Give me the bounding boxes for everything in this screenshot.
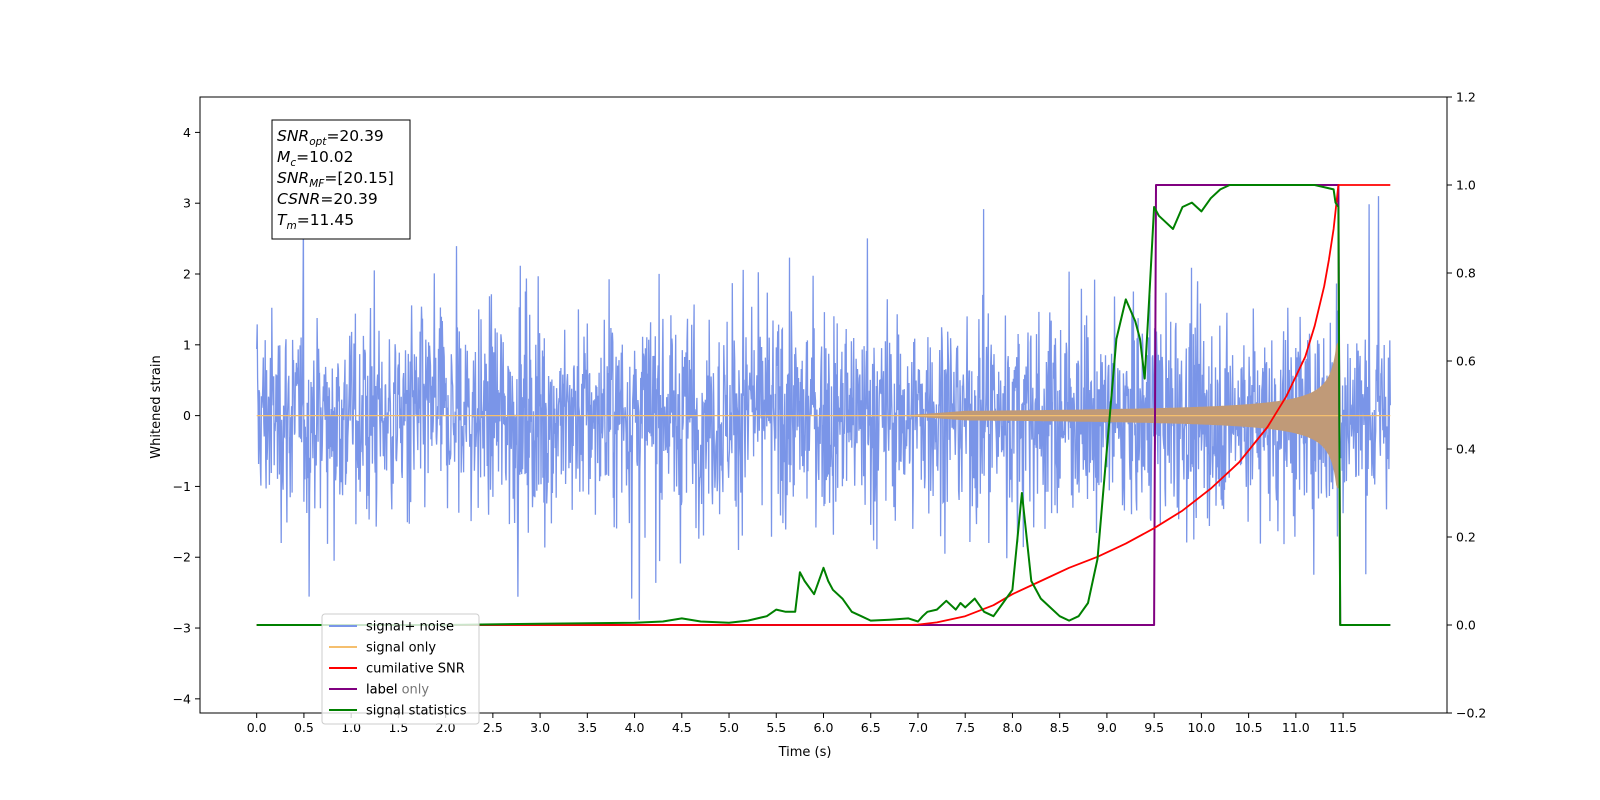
y2-tick-label: 0.8	[1456, 266, 1476, 281]
y-tick-label: 2	[183, 267, 191, 282]
y-tick-label: 0	[183, 408, 191, 423]
x-tick-label: 8.5	[1050, 720, 1070, 735]
x-tick-label: 3.5	[577, 720, 597, 735]
legend-label: signal+ noise	[366, 620, 454, 635]
y-tick-label: −3	[173, 621, 191, 636]
y2-tick-label: 0.0	[1456, 618, 1476, 633]
x-axis-label: Time (s)	[778, 745, 832, 760]
legend-label-faint: label only	[366, 683, 429, 698]
x-tick-label: 0.5	[294, 720, 314, 735]
x-tick-label: 3.0	[530, 720, 550, 735]
series-layer	[256, 184, 1391, 626]
y-tick-label: −1	[173, 479, 191, 494]
annotation-box: SNRopt=20.39Mc=10.02SNRMF=[20.15]CSNR=20…	[271, 119, 411, 240]
y-tick-label: −2	[173, 550, 191, 565]
y-tick-label: 4	[183, 125, 191, 140]
y2-tick-label: 0.4	[1456, 442, 1476, 457]
x-tick-label: 4.0	[625, 720, 645, 735]
legend: signal+ noise signal only cumilative SNR la…	[321, 613, 480, 725]
legend-label: signal only	[366, 641, 436, 656]
annotation-line: CSNR=20.39	[277, 190, 378, 208]
annotation-line: SNRMF=[20.15]	[277, 169, 394, 190]
x-tick-label: 0.0	[247, 720, 267, 735]
y2-tick-label: 0.2	[1456, 530, 1476, 545]
x-tick-label: 7.0	[908, 720, 928, 735]
annotation-frame	[271, 119, 411, 240]
legend-frame	[321, 613, 480, 725]
y2-tick-label: 1.0	[1456, 178, 1476, 193]
series-signal-statistics-line	[256, 184, 1391, 626]
annotation-line: Mc=10.02	[277, 148, 354, 169]
x-tick-label: 9.5	[1144, 720, 1164, 735]
x-tick-label: 11.0	[1282, 720, 1310, 735]
x-tick-label: 6.0	[814, 720, 834, 735]
x-tick-label: 8.0	[1002, 720, 1022, 735]
x-tick-label: 9.0	[1097, 720, 1117, 735]
y-tick-label: −4	[173, 691, 191, 706]
x-tick-label: 10.0	[1187, 720, 1215, 735]
y2-tick-label: 1.2	[1456, 90, 1476, 105]
series-cumulative-snr-line	[256, 184, 1391, 626]
x-tick-label: 10.5	[1235, 720, 1263, 735]
y-axis-left: −4 −3 −2 −1 0 1 2 3 4	[173, 125, 200, 706]
x-tick-label: 7.5	[955, 720, 975, 735]
x-axis: 0.0 0.5 1.0 1.5 2.0 2.5 3.0 3.5 4.0 4.5 5.0 5.5 6.0 6…	[247, 713, 1357, 735]
legend-label: label	[366, 683, 397, 698]
x-tick-label: 2.5	[483, 720, 503, 735]
annotation-line: SNRopt=20.39	[277, 127, 384, 148]
x-tick-label: 4.5	[672, 720, 692, 735]
y2-tick-label: −0.2	[1456, 706, 1486, 721]
x-tick-label: 6.5	[861, 720, 881, 735]
y-axis-label: Whitened strain	[149, 355, 164, 458]
annotation-line: Tm=11.45	[277, 211, 354, 232]
y-tick-label: 3	[183, 196, 191, 211]
x-tick-label: 5.5	[766, 720, 786, 735]
x-tick-label: 11.5	[1329, 720, 1357, 735]
y-axis-right: −0.2 0.0 0.2 0.4 0.6 0.8 1.0 1.2	[1447, 90, 1486, 721]
y2-tick-label: 0.6	[1456, 354, 1476, 369]
x-tick-label: 5.0	[719, 720, 739, 735]
legend-label: signal statistics	[366, 704, 467, 719]
series-signal-noise-line	[256, 196, 1391, 620]
y-tick-label: 1	[183, 337, 191, 352]
legend-label: cumilative SNR	[366, 662, 465, 677]
